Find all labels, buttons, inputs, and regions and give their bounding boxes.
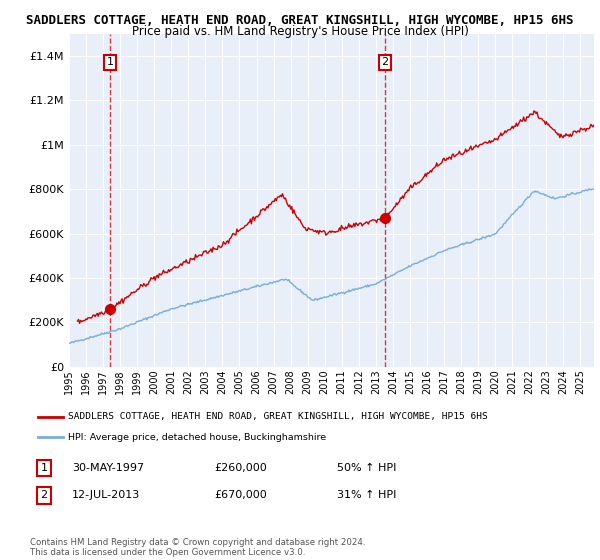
Text: Contains HM Land Registry data © Crown copyright and database right 2024.
This d: Contains HM Land Registry data © Crown c…: [30, 538, 365, 557]
Text: £260,000: £260,000: [214, 463, 267, 473]
Text: 50% ↑ HPI: 50% ↑ HPI: [337, 463, 396, 473]
Text: 12-JUL-2013: 12-JUL-2013: [72, 491, 140, 501]
Text: SADDLERS COTTAGE, HEATH END ROAD, GREAT KINGSHILL, HIGH WYCOMBE, HP15 6HS: SADDLERS COTTAGE, HEATH END ROAD, GREAT …: [68, 412, 488, 421]
Text: 31% ↑ HPI: 31% ↑ HPI: [337, 491, 396, 501]
Text: 2: 2: [381, 58, 388, 67]
Text: 1: 1: [107, 58, 113, 67]
Text: £670,000: £670,000: [214, 491, 267, 501]
Text: 2: 2: [40, 491, 47, 501]
Text: SADDLERS COTTAGE, HEATH END ROAD, GREAT KINGSHILL, HIGH WYCOMBE, HP15 6HS: SADDLERS COTTAGE, HEATH END ROAD, GREAT …: [26, 14, 574, 27]
Text: 1: 1: [40, 463, 47, 473]
Text: 30-MAY-1997: 30-MAY-1997: [72, 463, 144, 473]
Text: Price paid vs. HM Land Registry's House Price Index (HPI): Price paid vs. HM Land Registry's House …: [131, 25, 469, 38]
Text: HPI: Average price, detached house, Buckinghamshire: HPI: Average price, detached house, Buck…: [68, 433, 326, 442]
